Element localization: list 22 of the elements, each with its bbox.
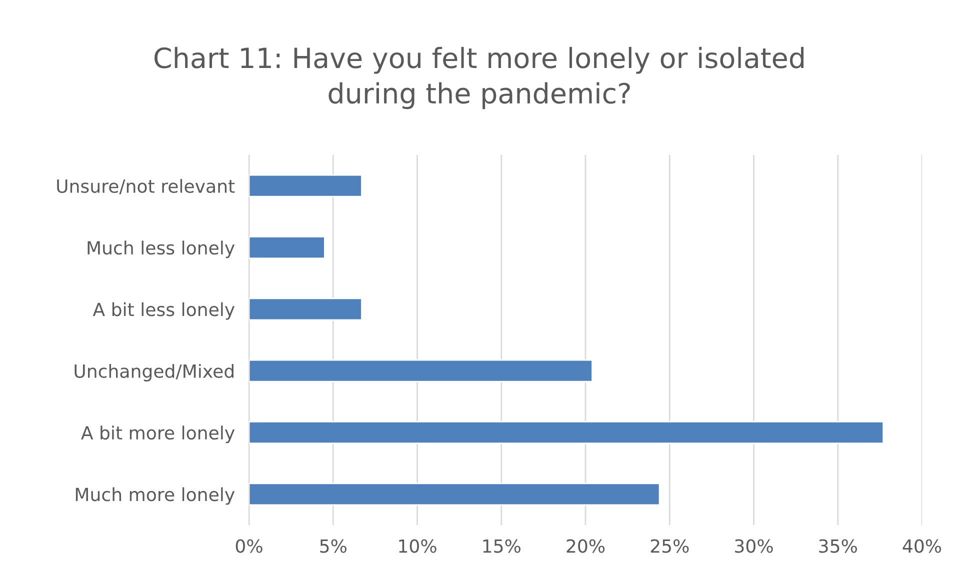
bar <box>249 421 884 444</box>
bar <box>249 298 362 321</box>
chart-title: Chart 11: Have you felt more lonely or isolated during the pandemic? <box>154 46 804 110</box>
y-tick-label: Much more lonely <box>76 487 235 505</box>
x-tick-label: 25% <box>650 539 689 553</box>
x-tick-label: 10% <box>399 539 436 553</box>
x-tick-label: 35% <box>819 539 857 553</box>
x-tick-label: 30% <box>735 539 773 553</box>
x-tick-label: 0% <box>236 539 262 553</box>
x-tick-label: 40% <box>902 539 942 553</box>
bar <box>249 174 362 198</box>
bar <box>249 482 660 506</box>
bar <box>249 359 593 382</box>
y-tick-label: Unchanged/Mixed <box>74 364 234 382</box>
y-tick-label: Much less lonely <box>88 240 235 258</box>
bar <box>249 236 326 259</box>
x-tick-label: 5% <box>320 539 346 553</box>
x-tick-label: 15% <box>483 539 520 553</box>
y-tick-label: A bit less lonely <box>92 302 235 320</box>
x-tick-label: 20% <box>566 539 605 553</box>
y-tick-label: A bit more lonely <box>81 426 235 444</box>
y-tick-label: Unsure/not relevant <box>57 178 235 194</box>
